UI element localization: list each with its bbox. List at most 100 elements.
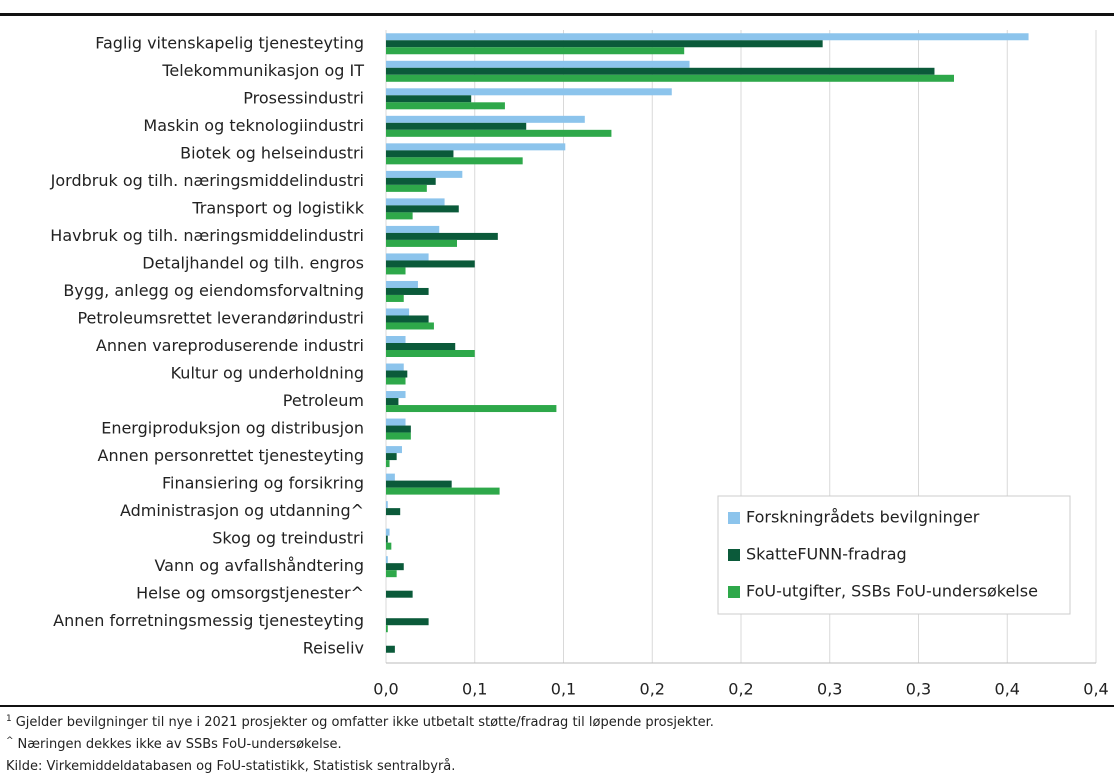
bar [386,267,406,275]
y-tick-label: Annen personrettet tjenesteyting [98,446,364,465]
bar [386,618,429,626]
legend-swatch [728,586,740,598]
footnote: ^ Næringen dekkes ikke av SSBs FoU-unders… [6,736,342,752]
y-tick-label: Reiseliv [303,639,364,658]
bar [386,232,498,240]
bar [386,446,402,454]
y-tick-label: Finansiering og forsikring [162,474,364,493]
bar [386,33,1029,41]
footnote-text: Næringen dekkes ikke av SSBs FoU-undersø… [18,737,342,752]
bar [386,170,463,178]
bar [386,418,406,426]
bar [386,260,475,268]
bar [386,480,452,488]
y-tick-label: Skog og treindustri [212,529,364,548]
footnote: 1 Gjelder bevilgninger til nye i 2021 pro… [6,714,714,730]
bar [386,501,388,509]
bar [386,143,566,151]
bar [386,239,457,247]
bar [386,425,411,433]
bar [386,122,527,130]
bottom-rule [0,705,1114,707]
bar [386,60,690,68]
legend-label: Forskningrådets bevilgninger [746,508,980,527]
bar [386,115,585,123]
bar [386,336,406,343]
bar [386,198,445,206]
x-tick-label: 0,1 [551,680,576,699]
bar [386,177,436,185]
bar [386,432,411,440]
bar [386,556,388,564]
x-tick-label: 0,3 [906,680,931,699]
bar [386,150,454,158]
y-tick-label: Petroleumsrettet leverandørindustri [77,308,364,327]
bar [386,294,404,302]
legend-box [717,495,1071,615]
bar [386,350,475,357]
bar [386,129,612,137]
bar [386,184,427,192]
footnote-marker: ^ [6,736,14,746]
x-tick-label: 0,2 [728,680,753,699]
bar [386,67,935,75]
bar [386,47,685,55]
y-tick-label: Kultur og underholdning [171,364,364,383]
y-tick-label: Annen forretningsmessig tjenesteyting [53,611,364,630]
bar [386,563,404,571]
footnote-marker: 1 [6,714,12,724]
bar [386,95,472,103]
y-tick-label: Transport og logistikk [191,198,364,217]
y-tick-label: Biotek og helseindustri [180,143,364,162]
bar [386,528,390,536]
bar [386,473,395,481]
bar [386,343,456,350]
y-tick-label: Prosessindustri [243,88,364,107]
y-tick-label: Energiproduksjon og distribusjon [101,419,364,438]
bar [386,645,395,653]
bar [386,102,505,110]
y-tick-label: Faglig vitenskapelig tjenesteyting [95,33,364,52]
footnote-text: Gjelder bevilgninger til nye i 2021 pros… [16,715,714,730]
x-tick-label: 0,1 [462,680,487,699]
x-tick-label: 0,2 [640,680,665,699]
x-tick-label: 0,4 [995,680,1020,699]
bar [386,363,404,371]
y-tick-label: Petroleum [283,391,364,410]
bar [386,157,523,165]
bar [386,460,390,468]
bar [386,287,429,295]
bar [386,535,388,543]
y-tick-label: Administrasjon og utdanning^ [120,501,364,520]
y-tick-label: Annen vareproduserende industri [96,336,364,355]
y-tick-label: Jordbruk og tilh. næringsmiddelindustri [50,171,364,190]
bar [386,570,397,578]
y-tick-label: Bygg, anlegg og eiendomsforvaltning [63,281,364,300]
bar [386,453,397,461]
bar [386,40,823,48]
footnote-text: Kilde: Virkemiddeldatabasen og FoU-stati… [6,759,455,774]
legend-label: SkatteFUNN-fradrag [746,545,907,564]
footnote: Kilde: Virkemiddeldatabasen og FoU-stati… [6,759,455,774]
bar [386,377,406,385]
y-tick-label: Telekommunikasjon og IT [161,61,364,80]
legend-swatch [728,549,740,561]
y-tick-label: Vann og avfallshåndtering [154,556,364,575]
x-tick-label: 0,0 [373,680,398,699]
bar [386,487,500,495]
bar [386,391,406,399]
bar [386,205,459,213]
bar [386,280,418,288]
bar [386,405,557,413]
legend-label: FoU-utgifter, SSBs FoU-undersøkelse [746,582,1038,601]
bar [386,253,429,261]
bar [386,370,408,378]
bar [386,625,388,633]
y-tick-label: Havbruk og tilh. næringsmiddelindustri [50,226,364,245]
legend-swatch [728,512,740,524]
top-rule [0,13,1114,16]
bar [386,74,954,82]
bar [386,508,401,516]
x-tick-label: 0,3 [817,680,842,699]
y-tick-label: Maskin og teknologiindustri [143,116,364,135]
